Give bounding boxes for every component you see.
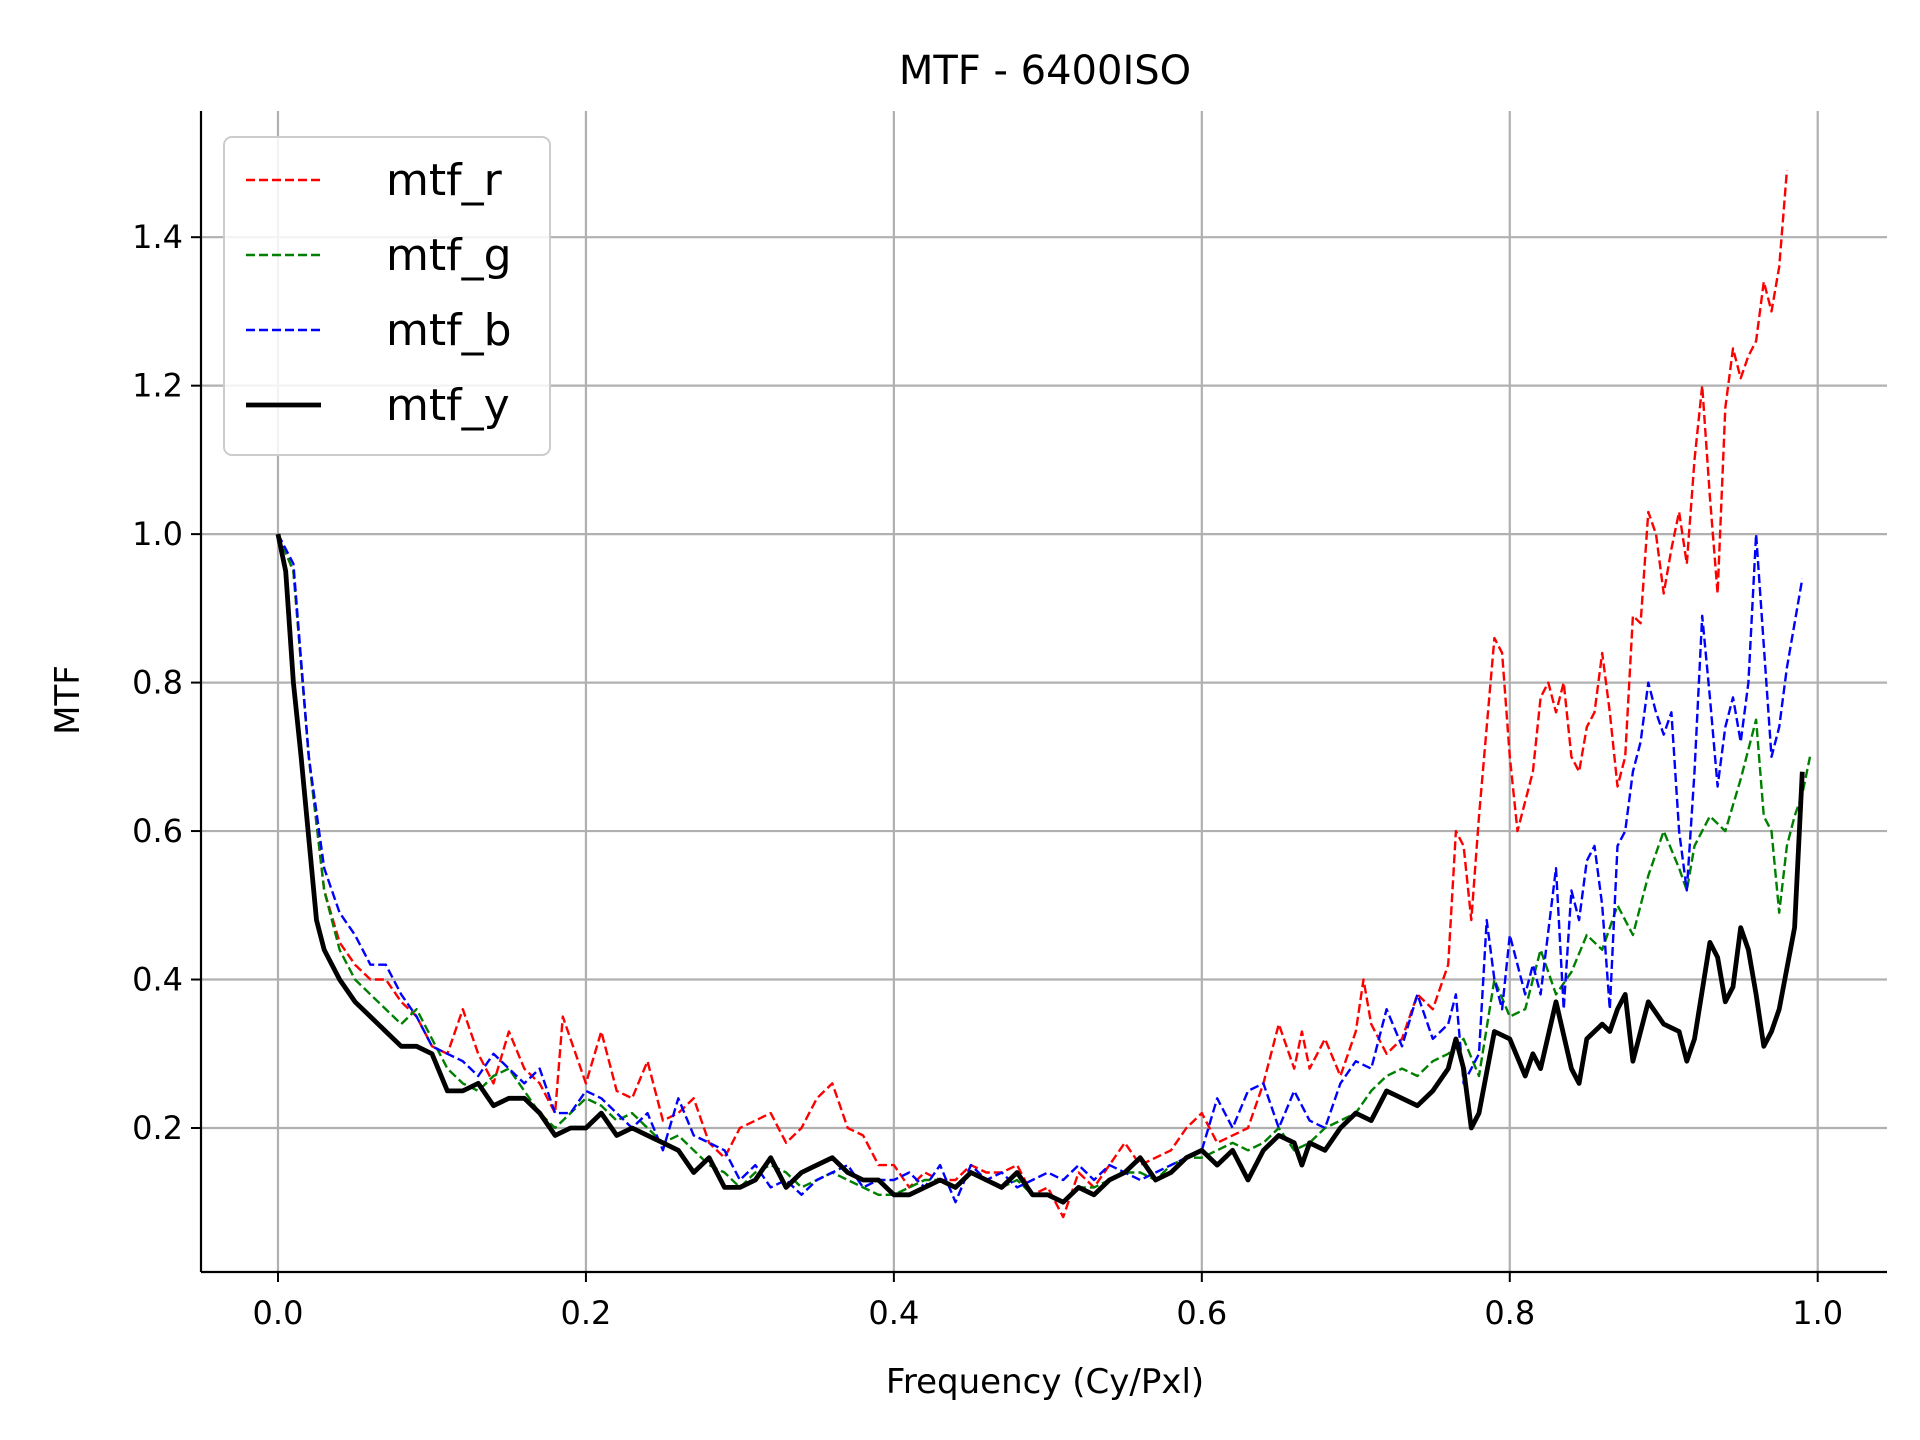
x-tick-label: 0.2	[560, 1294, 611, 1332]
legend-label-mtf-y: mtf_y	[386, 380, 510, 431]
series-line-mtf-y	[275, 533, 1805, 1205]
y-axis-label: MTF	[48, 665, 88, 735]
y-tick-label: 1.2	[132, 367, 183, 405]
x-tick-label: 0.4	[868, 1294, 919, 1332]
series-line-mtf-r	[276, 170, 1789, 1219]
y-tick-label: 0.2	[132, 1109, 183, 1147]
chart-title: MTF - 6400ISO	[899, 48, 1191, 94]
legend-label-mtf-r: mtf_r	[386, 155, 503, 206]
y-tick-label: 1.4	[132, 218, 183, 256]
legend-label-mtf-b: mtf_b	[386, 305, 512, 356]
axes: 0.0 0.2 0.4 0.6 0.8 1.0 0.2 0.4 0.6 0.8 1.0 1.2 1.4	[132, 111, 1887, 1332]
legend-box	[223, 136, 551, 456]
legend-label-mtf-g: mtf_g	[386, 230, 512, 281]
y-tick-label: 1.0	[132, 515, 183, 553]
y-tick-label: 0.8	[132, 664, 183, 702]
x-tick-label: 0.0	[253, 1294, 304, 1332]
x-tick-label: 0.8	[1484, 1294, 1535, 1332]
x-tick-label: 0.6	[1176, 1294, 1227, 1332]
x-tick-label: 1.0	[1792, 1294, 1843, 1332]
plot-area	[275, 170, 1812, 1219]
y-tick-label: 0.4	[132, 961, 183, 999]
x-axis-label: Frequency (Cy/Pxl)	[886, 1362, 1204, 1402]
y-tick-label: 0.6	[132, 812, 183, 850]
legend: mtf_r mtf_g mtf_b mtf_y	[223, 136, 551, 456]
